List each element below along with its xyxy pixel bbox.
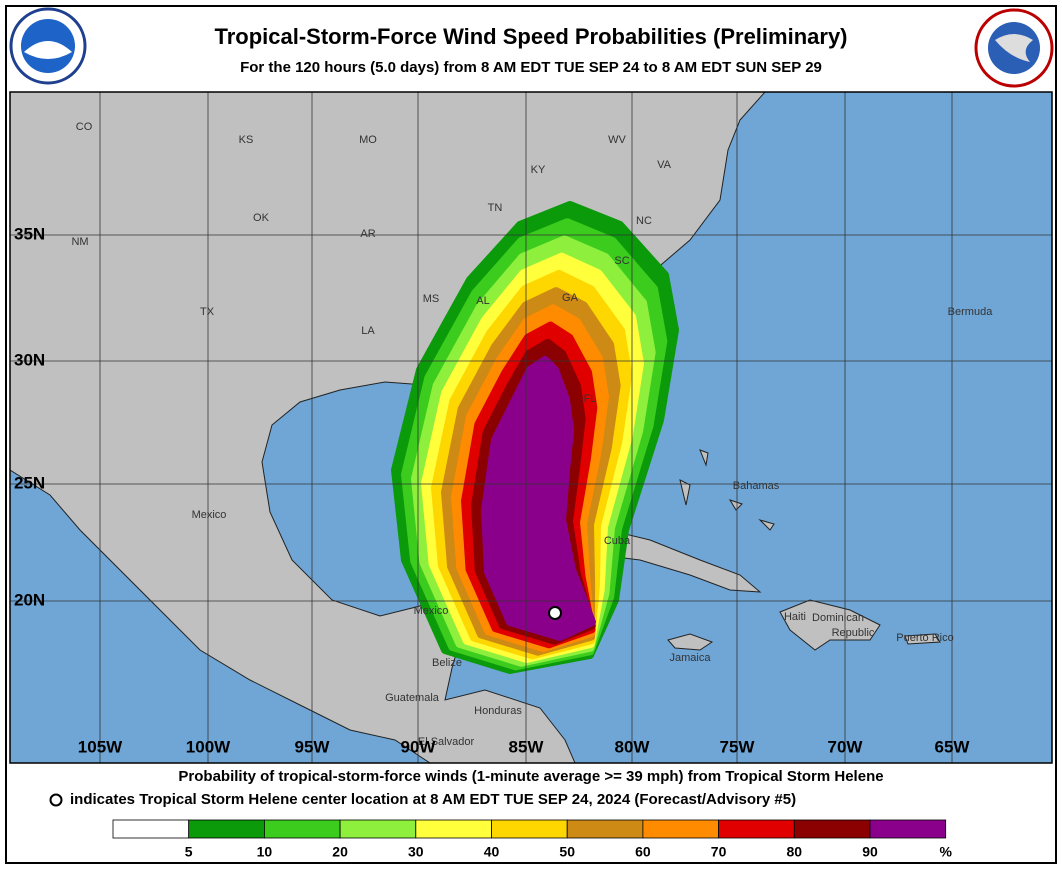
lon-label: 105W [78,737,123,756]
legend-swatch [415,819,492,839]
subtitle: For the 120 hours (5.0 days) from 8 AM E… [240,59,822,76]
legend-swatch [869,819,947,839]
place-label: El Salvador [418,736,475,748]
legend-swatch [718,819,795,839]
legend-swatch [339,819,417,839]
bahamas [679,449,775,531]
legend-label: 90 [862,844,878,860]
place-label: FL [584,393,597,405]
place-label: Jamaica [670,652,712,664]
place-label: Guatemala [385,692,440,704]
legend-label: 10 [257,844,273,860]
jamaica [667,633,714,651]
place-label: Bahamas [733,480,780,492]
place-label: VA [657,159,672,171]
storm-center [548,606,562,620]
place-label: Bermuda [948,306,994,318]
center-symbol [49,793,63,807]
place-label: Dominican [812,612,864,624]
place-label: MO [359,134,377,146]
place-label: KS [239,134,254,146]
lat-label: 35N [14,224,45,243]
place-label: GA [562,292,579,304]
place-label: AL [476,295,489,307]
place-label: NM [71,236,88,248]
legend-label: 60 [635,844,651,860]
map: CO KS MO WV VA KY TN NC OK AR NM SC GA AL MS TX LA FL Berm… [10,92,1052,763]
lon-label: 100W [186,737,231,756]
graticule [10,92,1052,763]
place-label: CO [76,121,93,133]
place-label: NC [636,215,652,227]
place-label: Cuba [604,535,631,547]
lat-label: 25N [14,473,45,492]
legend-swatch [491,819,568,839]
lon-label: 75W [720,737,756,756]
place-label: Belize [432,657,462,669]
legend-swatch [188,819,265,839]
place-label: OK [253,212,270,224]
place-label: Puerto Rico [896,632,953,644]
place-label: KY [531,164,546,176]
legend-swatch [566,819,644,839]
noaa-logo [9,7,87,85]
place-label: Haiti [784,611,806,623]
legend-label: 40 [484,844,500,860]
lon-label: 90W [401,737,437,756]
legend-label: 80 [787,844,803,860]
legend-label: 20 [332,844,348,860]
footer-line2: indicates Tropical Storm Helene center l… [70,791,796,808]
place-label: LA [361,325,375,337]
nws-logo [974,8,1054,88]
lon-label: 95W [295,737,331,756]
lat-label: 30N [14,350,45,369]
place-label: TX [200,306,215,318]
legend-label: 30 [408,844,424,860]
legend-label: 5 [185,844,193,860]
legend: 5 10 20 30 40 50 60 70 80 90% [112,819,952,860]
legend-swatch [263,819,341,839]
contour [481,356,596,641]
place-label: Republic [832,627,875,639]
place-label: Mexico [414,605,449,617]
place-label: Honduras [474,705,522,717]
place-label: TN [488,202,503,214]
legend-swatch [112,819,190,839]
puerto-rico [904,633,941,645]
title: Tropical-Storm-Force Wind Speed Probabil… [214,24,847,49]
footer-line1: Probability of tropical-storm-force wind… [178,768,883,785]
legend-label: 50 [559,844,575,860]
legend-swatch [642,819,720,839]
place-label: WV [608,134,626,146]
lon-label: 70W [828,737,864,756]
legend-swatch [793,819,871,839]
place-label: Mexico [192,509,227,521]
place-label: AR [360,228,375,240]
legend-label: % [939,844,952,860]
place-label: SC [614,255,629,267]
map-border [9,91,1053,764]
place-label: MS [423,293,440,305]
lat-label: 20N [14,590,45,609]
probability-contours [391,201,679,674]
hispaniola [779,599,881,651]
lon-label: 80W [615,737,651,756]
lon-label: 65W [935,737,971,756]
lon-label: 85W [509,737,545,756]
legend-label: 70 [711,844,727,860]
